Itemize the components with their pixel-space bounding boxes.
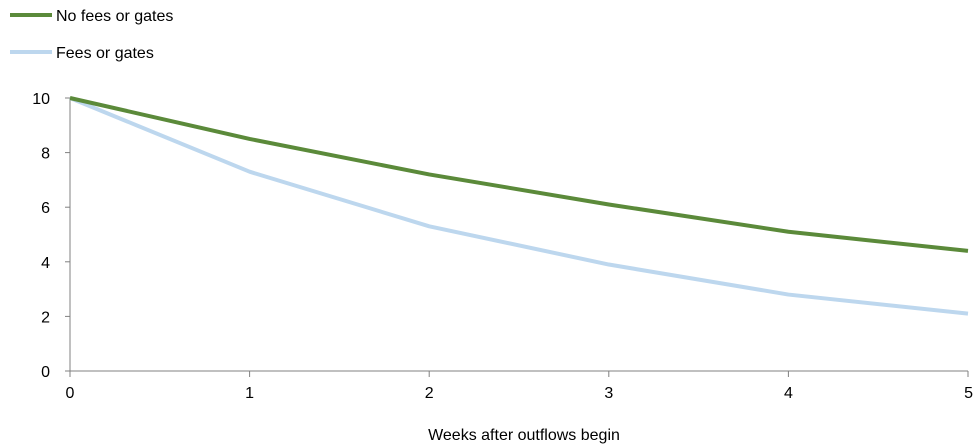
y-tick-label-4: 4 [41, 255, 50, 272]
y-axis-ticks: 0 2 4 6 8 10 [32, 91, 70, 381]
x-tick-label-1: 1 [245, 385, 254, 402]
series-line-fees-or-gates [69, 96, 969, 316]
x-axis-ticks: 0 1 2 3 4 5 [66, 371, 973, 402]
y-tick-label-6: 6 [41, 200, 50, 217]
x-tick-label-2: 2 [425, 385, 434, 402]
x-axis-title: Weeks after outflows begin [428, 427, 620, 444]
series-layer [69, 96, 969, 316]
x-tick-label-3: 3 [604, 385, 613, 402]
x-tick-label-4: 4 [784, 385, 793, 402]
legend-item-no-fees-or-gates: No fees or gates [10, 8, 173, 25]
y-tick-label-10: 10 [32, 91, 50, 108]
legend-item-fees-or-gates: Fees or gates [10, 45, 154, 62]
y-tick-label-2: 2 [41, 309, 50, 326]
y-tick-label-0: 0 [41, 364, 50, 381]
y-tick-label-8: 8 [41, 146, 50, 163]
x-tick-label-5: 5 [964, 385, 973, 402]
x-tick-label-0: 0 [66, 385, 75, 402]
legend-label-fees-or-gates: Fees or gates [56, 45, 154, 62]
legend: No fees or gates Fees or gates [10, 8, 173, 62]
legend-label-no-fees-or-gates: No fees or gates [56, 8, 173, 25]
series-line-no-fees-or-gates [69, 96, 969, 253]
